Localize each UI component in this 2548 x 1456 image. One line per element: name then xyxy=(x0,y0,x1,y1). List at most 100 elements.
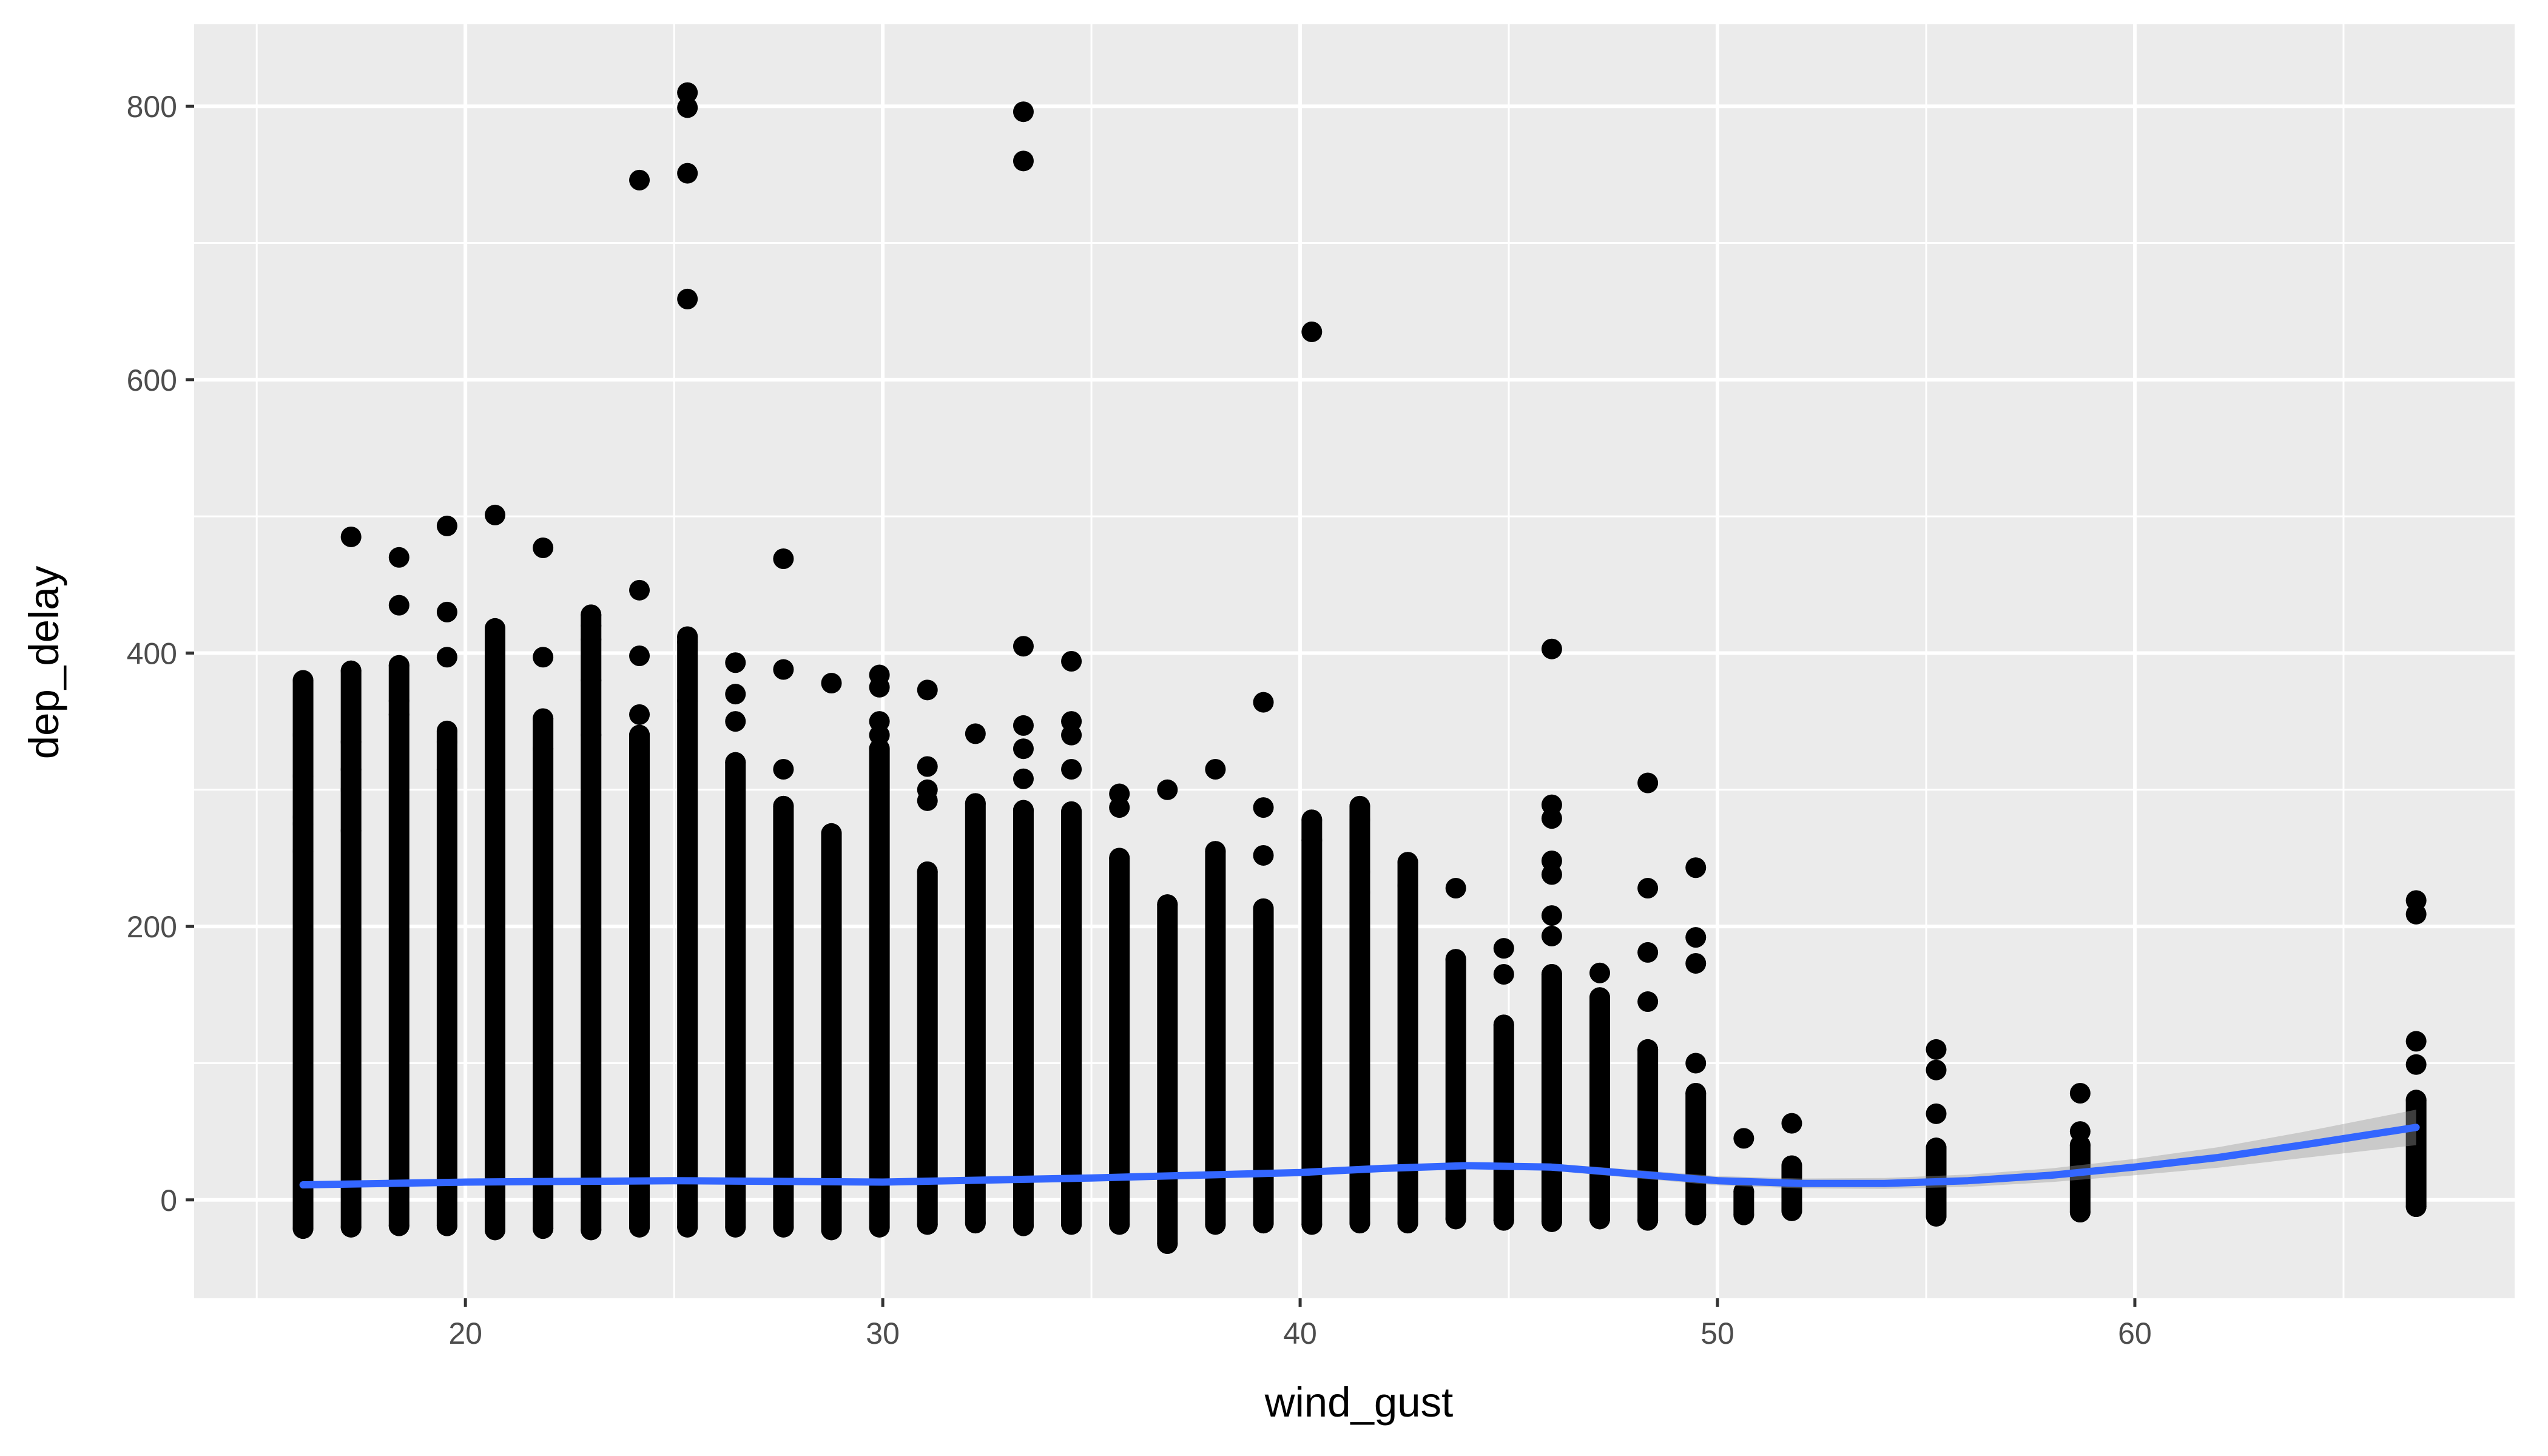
y-tick-label: 200 xyxy=(127,910,177,944)
data-point xyxy=(917,756,938,777)
data-point xyxy=(629,169,650,190)
data-point xyxy=(436,1215,457,1236)
data-point xyxy=(965,793,986,814)
data-point xyxy=(1493,1210,1514,1231)
y-tick-label: 0 xyxy=(160,1184,177,1218)
data-point xyxy=(1301,830,1323,851)
point-column xyxy=(1589,962,1611,1230)
data-point xyxy=(1541,905,1562,926)
data-point xyxy=(1637,878,1659,899)
data-point xyxy=(965,1213,986,1234)
data-point xyxy=(1013,768,1034,789)
data-point xyxy=(1349,809,1370,831)
data-point xyxy=(725,711,746,732)
data-point xyxy=(725,652,746,673)
data-point xyxy=(1397,875,1418,896)
x-tick-label: 20 xyxy=(448,1316,482,1350)
data-point xyxy=(1349,861,1370,882)
data-point xyxy=(1013,636,1034,657)
data-point xyxy=(677,288,698,309)
data-point xyxy=(340,526,362,547)
data-point xyxy=(1445,1208,1466,1230)
data-point xyxy=(1637,1039,1659,1060)
data-point xyxy=(2405,1031,2427,1052)
data-point xyxy=(388,1215,410,1236)
data-point xyxy=(1493,938,1514,959)
data-point xyxy=(292,1218,314,1239)
data-point xyxy=(292,766,314,787)
x-tick-label: 50 xyxy=(1700,1316,1734,1350)
data-point xyxy=(292,841,314,862)
data-point xyxy=(2405,1196,2427,1218)
data-point xyxy=(821,1219,842,1241)
point-column xyxy=(436,515,457,1236)
smooth-line xyxy=(299,1124,2420,1188)
point-column xyxy=(292,670,314,1239)
data-point xyxy=(1013,800,1034,821)
data-point xyxy=(869,1216,890,1238)
data-point xyxy=(1685,1204,1707,1225)
data-point xyxy=(1589,987,1611,1008)
data-point xyxy=(1013,101,1034,123)
data-point xyxy=(1637,772,1659,794)
point-column xyxy=(1397,852,1418,1234)
point-column xyxy=(773,548,794,1238)
data-point xyxy=(1109,848,1130,869)
data-point xyxy=(1253,844,1274,866)
data-point xyxy=(1926,1205,1947,1227)
data-point xyxy=(340,759,362,780)
data-point xyxy=(1157,779,1178,800)
data-point xyxy=(1157,894,1178,915)
data-point xyxy=(1637,1210,1659,1231)
data-point xyxy=(1685,1053,1707,1074)
data-point xyxy=(485,690,506,712)
data-point xyxy=(292,724,314,746)
data-point xyxy=(533,1218,554,1239)
data-point xyxy=(1301,1214,1323,1235)
data-point xyxy=(1013,150,1034,172)
data-point xyxy=(485,618,506,639)
data-point xyxy=(1589,1208,1611,1230)
data-point xyxy=(1061,724,1082,746)
data-point xyxy=(677,632,698,653)
data-point xyxy=(1733,1128,1754,1149)
data-point xyxy=(388,595,410,616)
data-point xyxy=(581,629,602,650)
data-point xyxy=(1349,1213,1370,1234)
data-point xyxy=(629,724,650,746)
data-point xyxy=(773,1216,794,1238)
data-point xyxy=(533,738,554,760)
data-point xyxy=(1253,692,1274,713)
point-column xyxy=(1637,772,1659,1231)
data-point xyxy=(629,579,650,601)
data-point xyxy=(725,684,746,705)
data-point xyxy=(1781,1200,1802,1221)
data-point xyxy=(773,659,794,680)
point-column xyxy=(388,547,410,1236)
y-tick-label: 600 xyxy=(127,363,177,397)
data-point xyxy=(773,759,794,780)
data-point xyxy=(677,163,698,184)
x-tick-label: 30 xyxy=(866,1316,900,1350)
data-point xyxy=(1205,759,1226,780)
data-point xyxy=(677,690,698,712)
data-point xyxy=(629,704,650,725)
data-point xyxy=(292,814,314,835)
point-column xyxy=(1349,795,1370,1234)
data-point xyxy=(1541,963,1562,985)
data-point xyxy=(1205,1214,1226,1235)
data-point xyxy=(581,670,602,691)
point-column xyxy=(340,526,362,1238)
data-point xyxy=(485,1219,506,1241)
data-point xyxy=(725,1216,746,1238)
point-column xyxy=(677,82,698,1238)
data-point xyxy=(629,1216,650,1238)
data-point xyxy=(677,82,698,103)
data-point xyxy=(2405,903,2427,925)
data-point xyxy=(869,724,890,746)
point-column xyxy=(821,673,842,1241)
data-point xyxy=(1541,808,1562,829)
data-point xyxy=(1013,738,1034,760)
data-point xyxy=(1781,1113,1802,1134)
data-point xyxy=(1061,651,1082,672)
